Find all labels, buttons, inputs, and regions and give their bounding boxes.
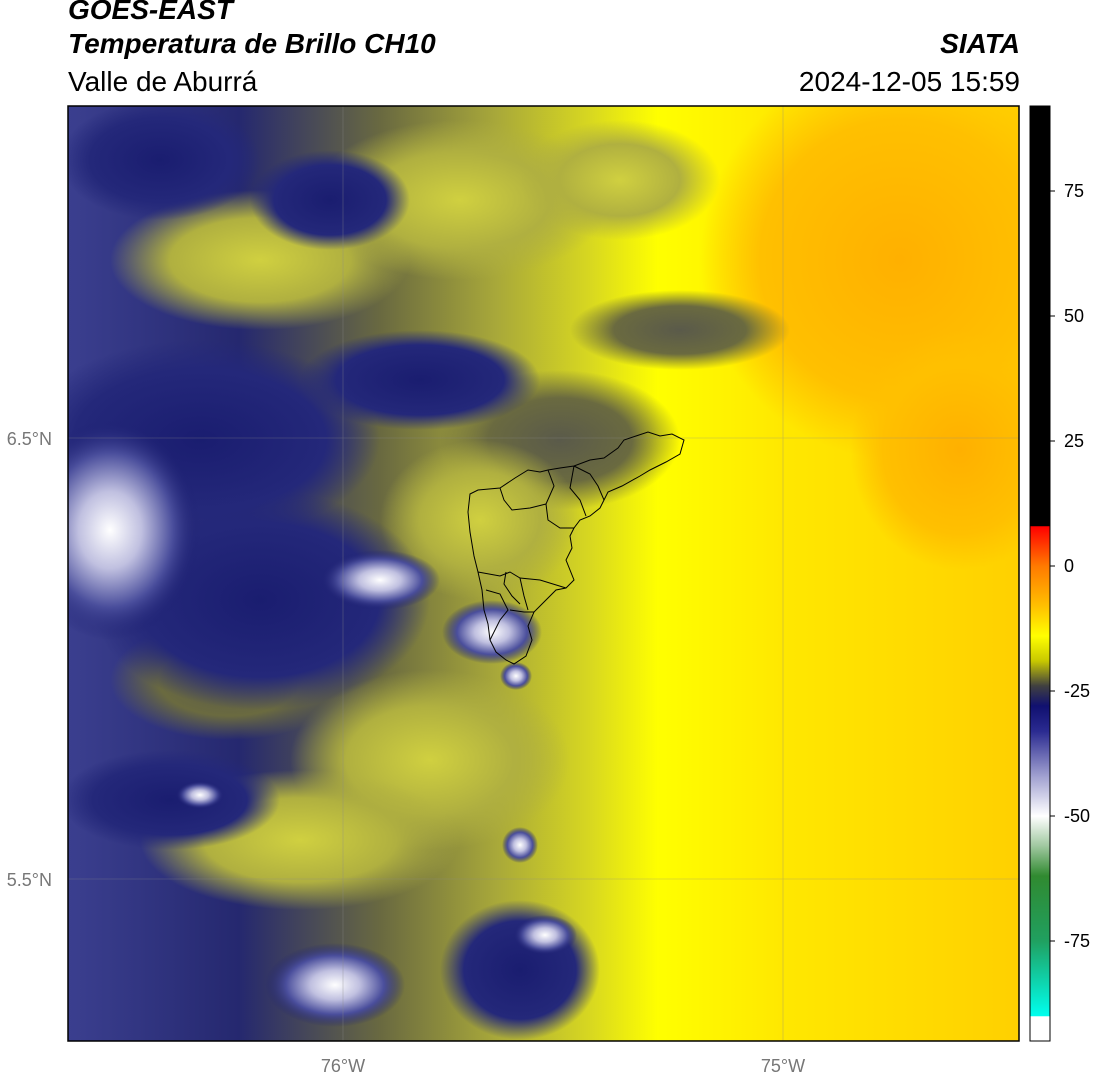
colorbar-tick-label: 75 bbox=[1064, 181, 1084, 201]
lat-label-6-5n: 6.5°N bbox=[7, 429, 52, 449]
lat-label-5-5n: 5.5°N bbox=[7, 870, 52, 890]
colorbar-tick-label: -25 bbox=[1064, 681, 1090, 701]
colorbar-ticks: 75 50 25 0 -25 -50 -75 bbox=[1050, 181, 1090, 951]
map-frame bbox=[67, 105, 1020, 1042]
product-title: Temperatura de Brillo CH10 bbox=[68, 28, 436, 59]
brightness-temperature-field bbox=[68, 106, 1019, 1041]
lon-label-75w: 75°W bbox=[761, 1056, 805, 1076]
colorbar-tick-label: -75 bbox=[1064, 931, 1090, 951]
region-title: Valle de Aburrá bbox=[68, 66, 258, 97]
colorbar: 75 50 25 0 -25 -50 -75 bbox=[1029, 105, 1090, 1042]
colorbar-scale bbox=[1030, 106, 1050, 1041]
agency-label: SIATA bbox=[940, 28, 1020, 59]
valle-de-aburra-boundaries bbox=[467, 431, 685, 665]
lon-label-76w: 76°W bbox=[321, 1056, 365, 1076]
colorbar-tick-label: 50 bbox=[1064, 306, 1084, 326]
colorbar-frame bbox=[1029, 105, 1051, 1042]
satellite-title: GOES-EAST bbox=[68, 0, 233, 25]
map-gridlines bbox=[68, 106, 1019, 1041]
datetime-label: 2024-12-05 15:59 bbox=[798, 66, 1020, 97]
colorbar-tick-label: 25 bbox=[1064, 431, 1084, 451]
colorbar-tick-label: 0 bbox=[1064, 556, 1074, 576]
colorbar-tick-label: -50 bbox=[1064, 806, 1090, 826]
